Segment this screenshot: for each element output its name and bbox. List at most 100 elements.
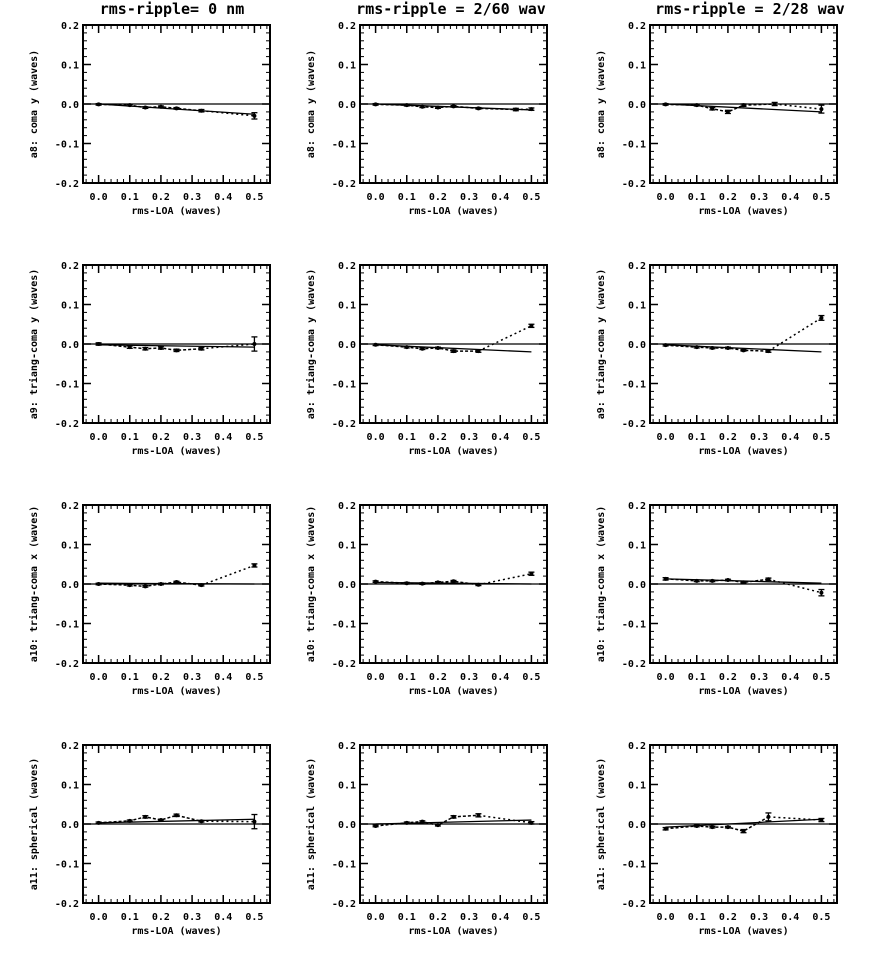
data-point xyxy=(96,820,101,825)
data-point xyxy=(373,579,378,584)
x-tick-label: 0.2 xyxy=(152,912,170,923)
data-point xyxy=(710,345,715,350)
data-line xyxy=(665,578,769,584)
data-point xyxy=(252,113,257,118)
y-tick-label: -0.2 xyxy=(622,659,646,670)
y-tick-label: 0.0 xyxy=(338,340,356,351)
data-point xyxy=(476,582,481,587)
data-point xyxy=(451,814,456,819)
data-point xyxy=(420,819,425,824)
data-point xyxy=(476,349,481,354)
x-tick-label: 0.5 xyxy=(245,432,263,443)
x-tick-label: 0.3 xyxy=(750,912,768,923)
data-line-extrapolated xyxy=(774,103,822,110)
y-tick-label: -0.1 xyxy=(55,860,79,871)
y-tick-label: -0.1 xyxy=(622,140,646,151)
x-tick-label: 0.0 xyxy=(657,912,675,923)
y-axis-label: a9: triang-coma y (waves) xyxy=(595,269,607,420)
y-tick-label: -0.1 xyxy=(55,140,79,151)
subplot: 0.2 0.1 0.0 -0.1 -0.2 0.0 0.1 0.2 0.3 0.4 0.5 rms-L… xyxy=(596,21,838,217)
subplot: 0.2 0.1 0.0 -0.1 -0.2 0.0 0.1 0.2 0.3 0.4 0.5 rms-L… xyxy=(28,261,271,457)
y-axis-label: a8: coma y (waves) xyxy=(596,50,607,158)
x-axis-label: rms-LOA (waves) xyxy=(698,926,788,937)
y-tick-label: 0.2 xyxy=(338,741,356,752)
data-line-extrapolated xyxy=(768,317,822,352)
x-axis-label: rms-LOA (waves) xyxy=(408,206,498,217)
y-tick-label: -0.2 xyxy=(55,659,79,670)
subplot: 0.2 0.1 0.0 -0.1 -0.2 0.0 0.1 0.2 0.3 0.4 0.5 rms-L… xyxy=(595,741,838,937)
x-tick-label: 0.0 xyxy=(367,432,385,443)
data-line xyxy=(375,580,479,586)
fit-line xyxy=(98,344,255,348)
x-tick-label: 0.1 xyxy=(398,912,416,923)
x-axis-label: rms-LOA (waves) xyxy=(408,446,498,457)
x-tick-label: 0.4 xyxy=(491,192,509,203)
x-tick-label: 0.5 xyxy=(245,672,263,683)
x-tick-label: 0.4 xyxy=(781,672,799,683)
x-tick-label: 0.3 xyxy=(460,672,478,683)
column-title-1: rms-ripple= 0 nm xyxy=(100,0,245,18)
data-point xyxy=(252,563,257,568)
data-line xyxy=(98,581,202,588)
y-tick-label: 0.2 xyxy=(61,21,79,32)
y-tick-label: -0.1 xyxy=(55,620,79,631)
data-point xyxy=(199,819,204,824)
x-tick-label: 0.2 xyxy=(152,672,170,683)
y-tick-label: 0.2 xyxy=(61,261,79,272)
x-tick-label: 0.0 xyxy=(367,192,385,203)
y-tick-label: 0.1 xyxy=(628,541,646,552)
x-tick-label: 0.4 xyxy=(214,672,232,683)
data-point xyxy=(529,571,534,576)
x-tick-label: 0.3 xyxy=(183,912,201,923)
y-tick-label: -0.1 xyxy=(55,380,79,391)
data-point xyxy=(158,818,163,823)
x-tick-label: 0.0 xyxy=(367,912,385,923)
subplot: 0.2 0.1 0.0 -0.1 -0.2 0.0 0.1 0.2 0.3 0.4 0.5 rms-L… xyxy=(595,501,838,697)
y-axis-label: a9: triang-coma y (waves) xyxy=(28,269,40,420)
x-tick-label: 0.0 xyxy=(657,192,675,203)
x-tick-label: 0.1 xyxy=(398,672,416,683)
y-tick-label: 0.1 xyxy=(338,61,356,72)
x-axis-label: rms-LOA (waves) xyxy=(131,686,221,697)
y-tick-label: 0.0 xyxy=(628,820,646,831)
y-tick-label: 0.1 xyxy=(61,301,79,312)
x-tick-label: 0.5 xyxy=(812,912,830,923)
subplot: 0.2 0.1 0.0 -0.1 -0.2 0.0 0.1 0.2 0.3 0.4 0.5 rms-L… xyxy=(28,741,271,937)
y-tick-label: 0.2 xyxy=(628,21,646,32)
subplot: 0.2 0.1 0.0 -0.1 -0.2 0.0 0.1 0.2 0.3 0.4 0.5 rms-L… xyxy=(305,741,548,937)
x-tick-label: 0.1 xyxy=(121,912,139,923)
x-tick-label: 0.1 xyxy=(688,912,706,923)
x-tick-label: 0.0 xyxy=(90,912,108,923)
data-point xyxy=(127,345,132,350)
column-title-3: rms-ripple = 2/28 wav xyxy=(655,0,845,18)
data-point xyxy=(127,583,132,588)
y-tick-label: 0.1 xyxy=(61,541,79,552)
x-axis-label: rms-LOA (waves) xyxy=(698,446,788,457)
data-point xyxy=(766,814,771,819)
x-tick-label: 0.5 xyxy=(522,672,540,683)
data-point xyxy=(435,345,440,350)
data-line xyxy=(665,344,769,352)
y-tick-label: 0.2 xyxy=(61,741,79,752)
data-point xyxy=(252,342,257,346)
x-tick-label: 0.5 xyxy=(522,912,540,923)
x-tick-label: 0.1 xyxy=(121,672,139,683)
data-point xyxy=(435,105,440,110)
data-point xyxy=(143,814,148,819)
y-tick-label: -0.2 xyxy=(622,419,646,430)
data-point xyxy=(199,108,204,113)
data-point xyxy=(143,346,148,351)
x-tick-label: 0.5 xyxy=(812,192,830,203)
subplot: 0.2 0.1 0.0 -0.1 -0.2 0.0 0.1 0.2 0.3 0.4 0.5 rms-L… xyxy=(28,501,271,697)
x-tick-label: 0.1 xyxy=(398,432,416,443)
data-point xyxy=(404,820,409,825)
data-line-extrapolated xyxy=(768,816,822,821)
y-tick-label: 0.0 xyxy=(61,580,79,591)
fit-line xyxy=(665,818,822,828)
data-point xyxy=(710,106,715,111)
y-tick-label: 0.0 xyxy=(628,580,646,591)
data-point xyxy=(174,580,179,585)
data-point xyxy=(694,578,699,583)
data-point xyxy=(710,825,715,830)
y-axis-label: a11: spherical (waves) xyxy=(305,758,317,890)
